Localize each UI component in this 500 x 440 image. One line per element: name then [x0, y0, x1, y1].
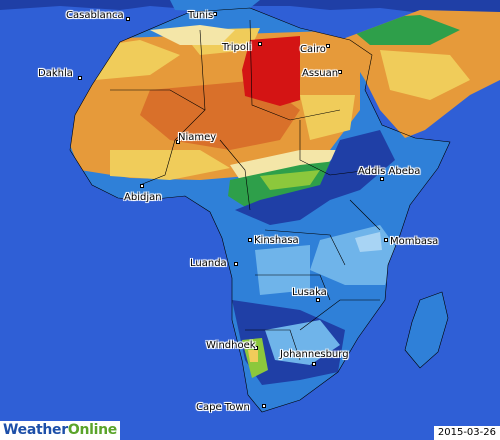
- mombasa-dot: [384, 238, 388, 242]
- city-label-addis-abeba: Addis Abeba: [358, 166, 421, 177]
- city-label-lusaka: Lusaka: [292, 287, 327, 298]
- city-label-niamey: Niamey: [178, 132, 217, 143]
- casablanca-dot: [126, 17, 130, 21]
- madagascar-island: [405, 292, 448, 368]
- date-stamp: 2015-03-26: [433, 426, 500, 440]
- europe-landmass: [0, 0, 500, 14]
- city-label-cairo: Cairo: [300, 44, 326, 55]
- luanda-dot: [234, 262, 238, 266]
- brand-part1: Weather: [3, 422, 68, 438]
- abidjan-dot: [140, 184, 144, 188]
- tripoli-dot: [258, 42, 262, 46]
- city-label-tunis: Tunis: [188, 10, 214, 21]
- cairo-dot: [326, 44, 330, 48]
- assuan-dot: [338, 70, 342, 74]
- city-label-dakhla: Dakhla: [38, 68, 73, 79]
- lusaka-dot: [316, 298, 320, 302]
- city-label-tripoli: Tripoli: [222, 42, 252, 53]
- city-label-windhoek: Windhoek: [206, 340, 256, 351]
- brand-part2: Online: [67, 422, 117, 438]
- country-borders: [69, 7, 451, 413]
- niamey-dot: [176, 140, 180, 144]
- kinshasa-dot: [248, 238, 252, 242]
- cape-town-dot: [262, 404, 266, 408]
- addis-abeba-dot: [380, 177, 384, 181]
- city-label-kinshasa: Kinshasa: [254, 235, 299, 246]
- city-label-luanda: Luanda: [190, 258, 227, 269]
- city-label-assuan: Assuan: [302, 68, 339, 79]
- brand-logo: WeatherOnline: [0, 421, 120, 440]
- city-label-cape-town: Cape Town: [196, 402, 250, 413]
- johannesburg-dot: [312, 362, 316, 366]
- dakhla-dot: [78, 76, 82, 80]
- city-label-casablanca: Casablanca: [66, 10, 124, 21]
- windhoek-dot: [254, 346, 258, 350]
- city-label-mombasa: Mombasa: [390, 236, 439, 247]
- city-label-abidjan: Abidjan: [124, 192, 162, 203]
- tunis-dot: [213, 12, 217, 16]
- city-label-johannesburg: Johannesburg: [280, 349, 349, 360]
